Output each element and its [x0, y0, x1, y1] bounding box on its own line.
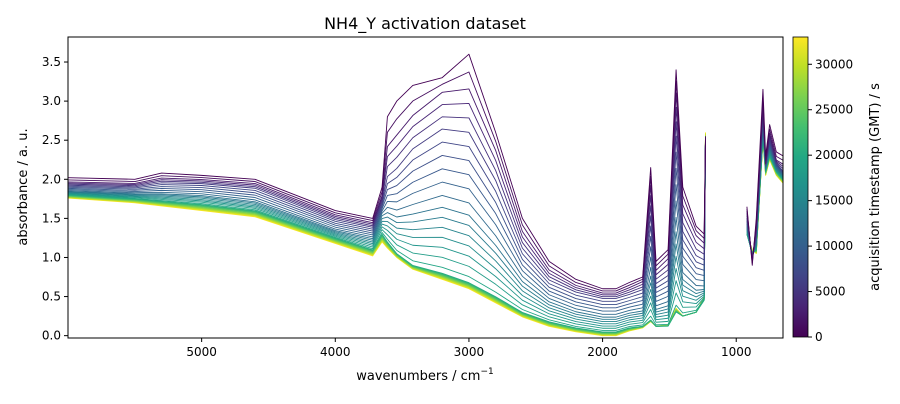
y-tick-label: 0.5	[42, 290, 61, 304]
x-axis-label-superscript: −1	[480, 367, 493, 377]
x-axis: 5000 4000 3000 2000 1000	[186, 338, 751, 359]
colorbar-tick-label: 15000	[815, 194, 853, 208]
plot-frame	[67, 36, 784, 339]
spectrum-line	[68, 53, 783, 290]
colorbar-tick-label: 25000	[815, 103, 853, 117]
spectra-lines	[68, 53, 783, 337]
x-tick-label: 5000	[186, 345, 217, 359]
colorbar-tick-label: 5000	[815, 285, 846, 299]
colorbar	[792, 36, 809, 338]
colorbar-tick-label: 20000	[815, 148, 853, 162]
y-tick-label: 3.0	[42, 94, 61, 108]
colorbar-ticks: 0 5000 10000 15000 20000 25000 30000	[808, 57, 853, 344]
y-axis-label: absorbance / a. u.	[16, 128, 31, 245]
colorbar-tick-label: 30000	[815, 57, 853, 71]
x-tick-label: 4000	[320, 345, 351, 359]
y-tick-label: 2.5	[42, 133, 61, 147]
x-tick-label: 2000	[587, 345, 618, 359]
colorbar-tick-label: 0	[815, 330, 823, 344]
colorbar-tick-label: 10000	[815, 239, 853, 253]
y-tick-label: 1.0	[42, 250, 61, 264]
x-axis-label-text: wavenumbers / cm	[356, 369, 480, 384]
y-tick-label: 1.5	[42, 211, 61, 225]
x-axis-label: wavenumbers / cm−1	[356, 367, 494, 384]
y-tick-label: 2.0	[42, 172, 61, 186]
colorbar-label: acquisition timestamp (GMT) / s	[868, 83, 883, 291]
chart-title: NH4_Y activation dataset	[324, 14, 526, 34]
y-tick-label: 0.0	[42, 329, 61, 343]
y-axis: 0.0 0.5 1.0 1.5 2.0 2.5 3.0 3.5	[42, 55, 68, 343]
x-tick-label: 3000	[454, 345, 485, 359]
x-tick-label: 1000	[721, 345, 752, 359]
y-tick-label: 3.5	[42, 55, 61, 69]
